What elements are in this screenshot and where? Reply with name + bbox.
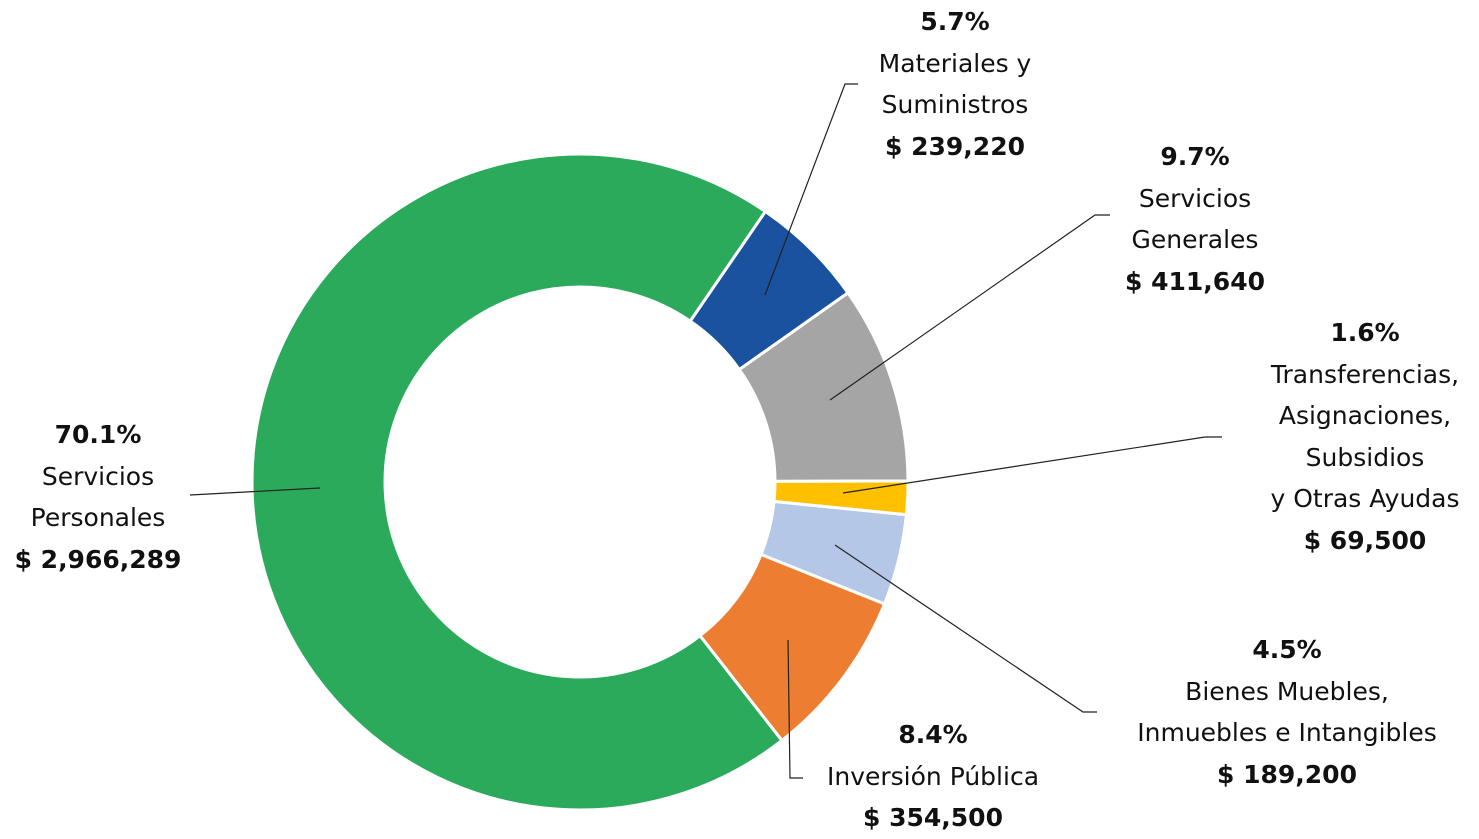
leader-line [189, 487, 321, 496]
share-label: 4.5% [1252, 635, 1322, 664]
slice-label: 4.5% Bienes Muebles, Inmuebles e Intangib… [1137, 629, 1437, 795]
category-label: Servicios Personales [30, 461, 166, 533]
slice-label: 5.7% Materiales y Suministros $ 239,220 [879, 1, 1032, 167]
category-label: Bienes Muebles, Inmuebles e Intangibles [1137, 676, 1437, 748]
category-label: Servicios Generales [1131, 183, 1259, 255]
slice-label: 9.7% Servicios Generales $ 411,640 [1125, 136, 1265, 302]
share-label: 5.7% [920, 7, 990, 36]
share-label: 9.7% [1160, 142, 1230, 171]
leader-line [764, 83, 858, 296]
value-label: $ 2,966,289 [14, 544, 182, 574]
slice-label: 8.4% Inversión Pública $ 354,500 [827, 714, 1039, 839]
category-label: Transferencias, Asignaciones, Subsidios … [1270, 359, 1460, 514]
slice-label: 70.1% Servicios Personales $ 2,966,289 [15, 414, 182, 580]
value-label: $ 69,500 [1303, 525, 1427, 555]
donut-slice [697, 552, 887, 743]
share-label: 1.6% [1330, 318, 1400, 347]
value-label: $ 189,200 [1217, 759, 1357, 789]
leader-line [787, 639, 803, 779]
leader-line [842, 436, 1222, 494]
leader-line [829, 214, 1110, 401]
slice-label: 1.6% Transferencias, Asignaciones, Subsid… [1270, 312, 1459, 561]
value-label: $ 354,500 [863, 803, 1003, 832]
value-label: $ 239,220 [885, 131, 1025, 161]
donut-slice [250, 152, 785, 812]
value-label: $ 411,640 [1125, 266, 1265, 296]
share-label: 70.1% [54, 420, 142, 449]
category-label: Materiales y Suministros [878, 48, 1032, 120]
leader-line [834, 544, 1097, 713]
share-label: 8.4% [898, 720, 968, 749]
category-label: Inversión Pública [826, 761, 1040, 791]
